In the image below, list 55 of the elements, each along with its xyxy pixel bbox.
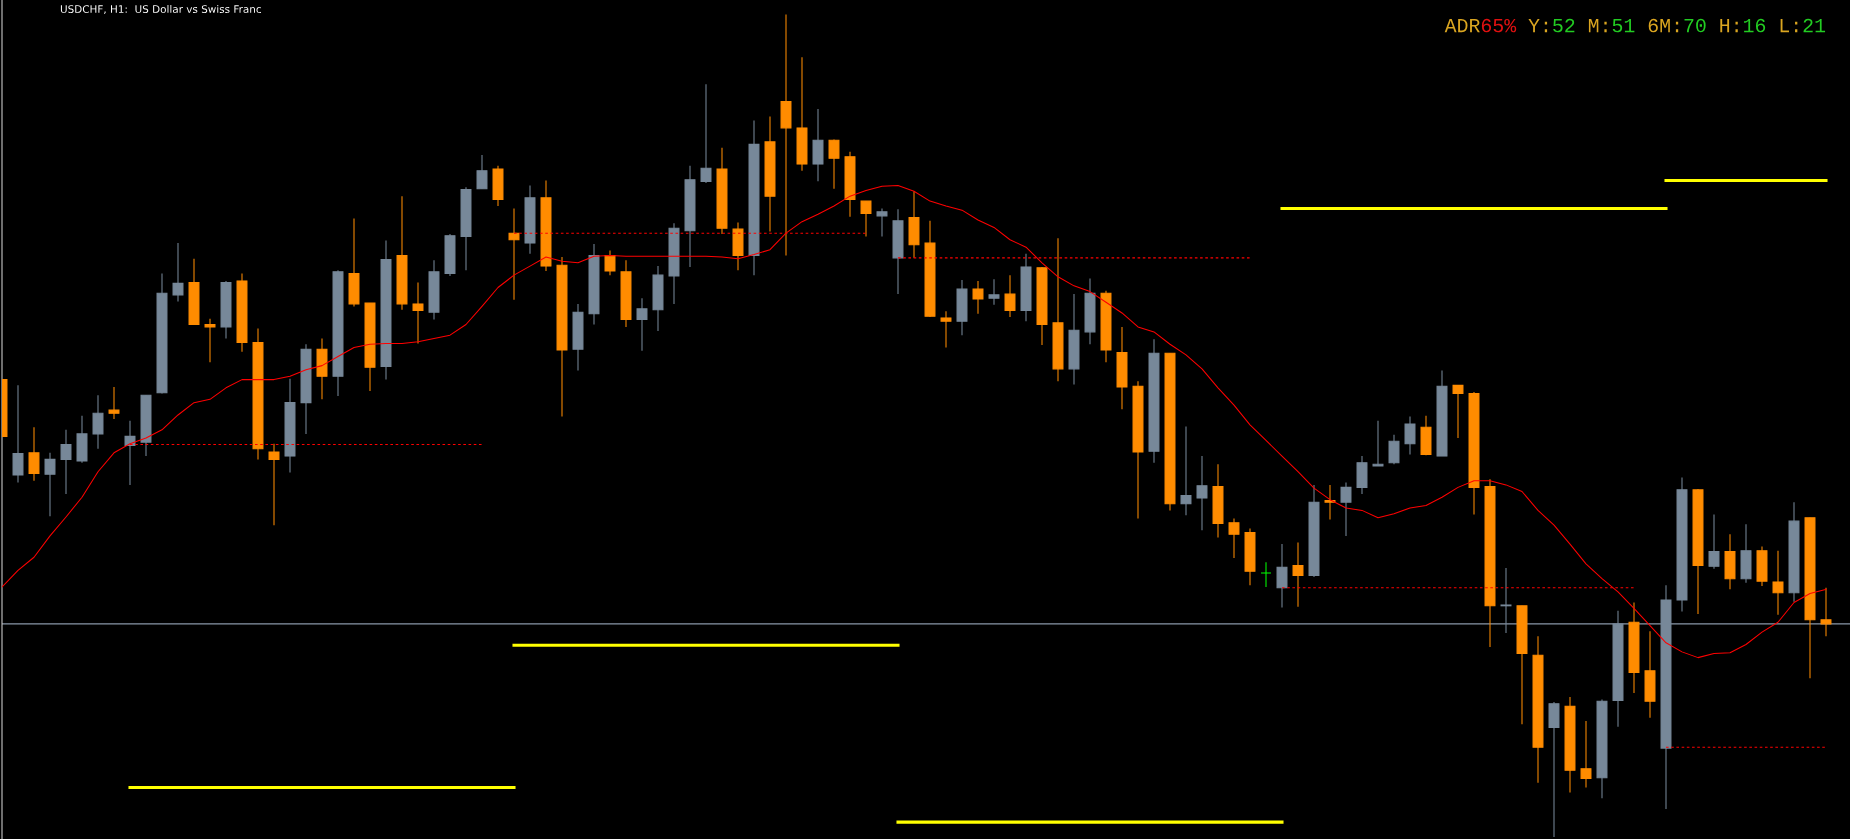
annotation: ADR xyxy=(1444,19,1480,33)
candlestick xyxy=(172,242,184,302)
annotation: H: xyxy=(1720,19,1738,33)
candlestick xyxy=(876,208,888,237)
candlestick xyxy=(204,318,216,363)
candlestick xyxy=(604,249,616,276)
candlestick xyxy=(476,154,488,190)
candlestick xyxy=(1452,384,1464,439)
candlestick xyxy=(412,282,424,344)
candlestick xyxy=(12,384,24,483)
candlestick xyxy=(1580,720,1592,789)
annotation: 16 xyxy=(1744,18,1766,33)
annotation: M: xyxy=(1588,19,1607,33)
candlestick xyxy=(972,280,984,315)
candlestick xyxy=(108,386,120,420)
candlestick xyxy=(1548,701,1560,838)
candlestick xyxy=(1004,274,1016,318)
annotation: 51 xyxy=(1612,19,1635,33)
candlestick xyxy=(1340,481,1352,537)
candlestick xyxy=(1708,513,1720,570)
candlestick xyxy=(1180,425,1192,516)
annotation: L: xyxy=(1780,19,1798,33)
candlestick xyxy=(1772,550,1784,616)
candlestick xyxy=(940,310,952,349)
candlestick xyxy=(1276,543,1288,608)
candlestick xyxy=(700,83,712,184)
annotation: Y: xyxy=(1528,19,1548,33)
candlestick xyxy=(60,429,72,495)
candlestick xyxy=(268,443,280,526)
chart-title: USDCHF, H1: US Dollar vs Swiss Franc xyxy=(60,4,261,15)
candlestick xyxy=(44,452,56,517)
candlestick xyxy=(1228,518,1240,559)
candlestick xyxy=(1260,561,1272,588)
candlestick xyxy=(28,426,40,482)
candlestick xyxy=(92,394,104,450)
candlestick xyxy=(1324,484,1336,520)
annotation: 70 xyxy=(1684,18,1706,33)
candlestick xyxy=(812,108,824,182)
candlestick xyxy=(828,138,840,190)
candlestick xyxy=(780,13,792,256)
candlestick xyxy=(636,297,648,352)
candlestick xyxy=(1196,455,1208,531)
candlestick xyxy=(860,200,872,237)
annotation: 21 xyxy=(1803,18,1826,33)
candlestick xyxy=(1404,416,1416,455)
candlestick xyxy=(1388,434,1400,465)
candlestick xyxy=(508,208,520,301)
candlestick xyxy=(988,278,1000,306)
annotation: 6M: xyxy=(1648,18,1679,33)
annotation: 52 xyxy=(1553,18,1575,33)
candlestick xyxy=(1372,420,1384,467)
annotation: 65% xyxy=(1481,18,1517,33)
candlestick xyxy=(1292,541,1304,608)
candlestick xyxy=(1820,587,1832,637)
candlestick xyxy=(1500,567,1512,634)
